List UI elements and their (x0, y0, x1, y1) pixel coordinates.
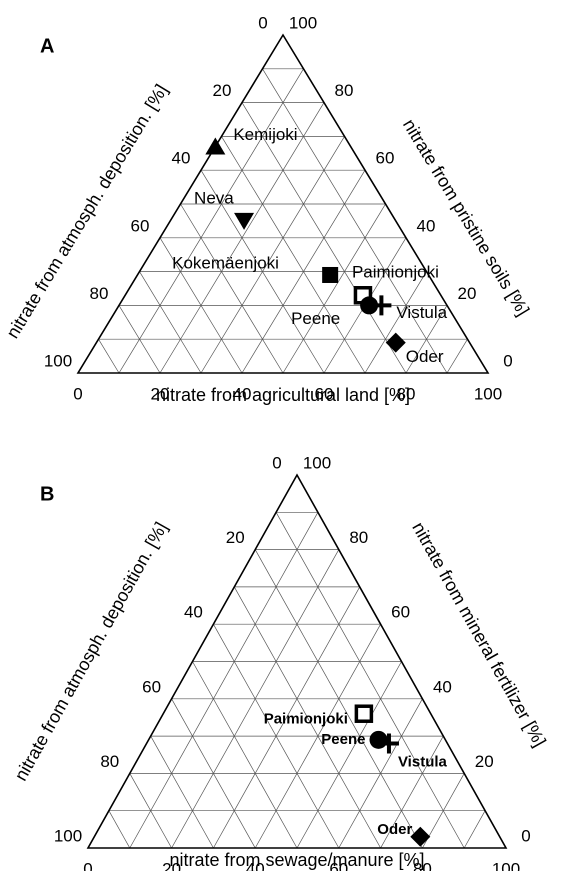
grid-line (282, 203, 386, 374)
bottom-tick-label: 80 (413, 859, 432, 871)
grid-line (118, 305, 161, 374)
right-tick-label: 60 (376, 149, 395, 168)
left-tick-label: 80 (90, 284, 109, 303)
grid-line (422, 773, 465, 849)
grid-line (180, 203, 284, 374)
grid-line (463, 810, 486, 849)
bottom-tick-label: 40 (233, 384, 252, 403)
bottom-axis-title: nitrate from agricultural land [%] (156, 385, 410, 405)
point-label: Peene (321, 731, 365, 748)
point-label: Vistula (396, 303, 447, 322)
grid-line (129, 512, 319, 849)
marker (322, 266, 339, 283)
grid-line (171, 698, 256, 849)
grid-line (139, 271, 202, 374)
grid-line (262, 68, 448, 374)
triangle-frame (86, 473, 508, 849)
left-tick-label: 0 (258, 13, 267, 32)
marker (360, 296, 379, 315)
right-tick-label: 60 (391, 603, 410, 622)
grid-line (108, 810, 131, 849)
bottom-tick-label: 0 (83, 859, 92, 871)
ternary-panel: 0 0 0 20 20 20 40 40 40 60 60 60 80 80 80 100 100 100 Anit… (2, 13, 533, 404)
left-tick-label: 60 (131, 216, 150, 235)
left-axis-title: nitrate from atmosph. deposition. [%] (2, 81, 171, 342)
point-label: Paimionjoki (264, 711, 348, 728)
grid-line (159, 237, 243, 374)
right-tick-label: 40 (417, 216, 436, 235)
point-label: Oder (406, 347, 444, 366)
panel-letter: B (40, 483, 54, 505)
right-tick-label: 100 (303, 453, 331, 472)
right-tick-label: 80 (335, 81, 354, 100)
right-tick-label: 20 (475, 752, 494, 771)
grid-line (380, 735, 444, 849)
grid-line (233, 586, 381, 849)
bottom-tick-label: 100 (474, 384, 502, 403)
grid-line (338, 698, 423, 849)
ternary-panel: 0 0 0 20 20 20 40 40 40 60 60 60 80 80 80 100 100 100 Bnit… (11, 453, 550, 871)
bottom-axis-title: nitrate from sewage/manure [%] (169, 850, 424, 870)
marker (234, 212, 255, 230)
point-label: Paimionjoki (352, 263, 439, 282)
marker (369, 730, 388, 749)
left-tick-label: 20 (226, 528, 245, 547)
grid-line (192, 661, 298, 849)
right-axis-title: nitrate from mineral fertilizer [%] (408, 519, 550, 750)
bottom-tick-label: 80 (397, 384, 416, 403)
bottom-tick-label: 60 (315, 384, 334, 403)
bottom-tick-label: 100 (492, 859, 520, 871)
point-label: Oder (377, 821, 412, 838)
right-tick-label: 40 (433, 677, 452, 696)
marker (354, 704, 374, 723)
marker (385, 332, 406, 353)
grid-line (213, 586, 361, 849)
point-label: Kokemäenjoki (172, 253, 279, 272)
left-axis-title: nitrate from atmosph. deposition. [%] (11, 519, 172, 785)
right-tick-label: 80 (349, 528, 368, 547)
panel-letter: A (40, 35, 54, 57)
right-tick-label: 0 (503, 351, 512, 370)
bottom-tick-label: 0 (73, 384, 82, 403)
left-tick-label: 60 (142, 677, 161, 696)
bottom-tick-label: 40 (246, 859, 265, 871)
right-tick-label: 100 (289, 13, 317, 32)
left-tick-label: 40 (172, 149, 191, 168)
grid-line (275, 512, 465, 849)
marker (205, 137, 226, 155)
grid-line (296, 661, 402, 849)
grid-line (98, 339, 120, 374)
left-tick-label: 20 (213, 81, 232, 100)
grid-line (200, 136, 345, 374)
point-label: Peene (291, 309, 340, 328)
grid-line (446, 339, 468, 374)
grid-line (129, 773, 172, 849)
grid-line (118, 68, 304, 374)
right-tick-label: 0 (521, 826, 530, 845)
left-tick-label: 100 (54, 826, 82, 845)
point-label: Neva (194, 188, 234, 207)
marker (371, 295, 392, 316)
right-tick-label: 20 (458, 284, 477, 303)
bottom-tick-label: 20 (162, 859, 181, 871)
bottom-tick-label: 20 (151, 384, 170, 403)
left-tick-label: 80 (100, 752, 119, 771)
left-tick-label: 0 (272, 453, 281, 472)
grid-line (221, 136, 366, 374)
marker (378, 733, 399, 754)
point-label: Kemijoki (233, 125, 297, 144)
grid-line (364, 271, 427, 374)
left-tick-label: 100 (44, 351, 72, 370)
left-tick-label: 40 (184, 603, 203, 622)
bottom-tick-label: 60 (329, 859, 348, 871)
point-label: Vistula (398, 754, 448, 771)
marker (410, 826, 431, 847)
grid-line (150, 735, 214, 849)
grid-line (405, 305, 448, 374)
triangle-frame (76, 33, 490, 374)
